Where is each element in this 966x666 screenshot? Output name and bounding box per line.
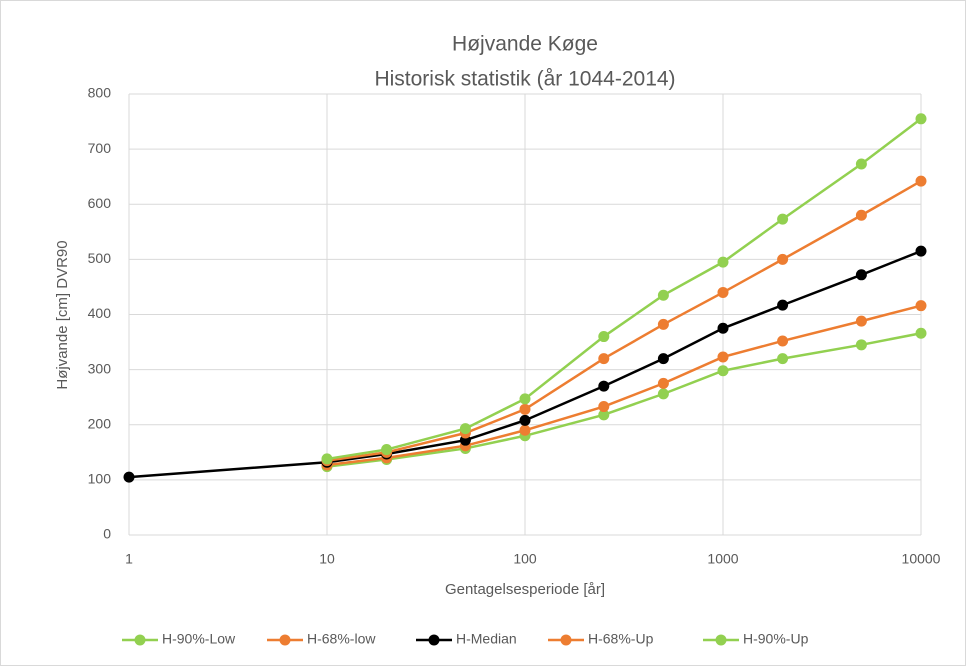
data-point <box>657 388 669 400</box>
y-tick-label: 800 <box>88 85 112 101</box>
data-point <box>777 353 789 365</box>
legend-label: H-Median <box>456 631 517 647</box>
legend-marker <box>279 634 291 646</box>
legend-marker <box>560 634 572 646</box>
data-point <box>519 424 531 436</box>
data-point <box>598 353 610 365</box>
x-axis-title: Gentagelsesperiode [år] <box>445 581 605 598</box>
data-point <box>855 158 867 170</box>
y-tick-label: 400 <box>88 305 112 321</box>
y-tick-label: 500 <box>88 250 112 266</box>
y-tick-label: 300 <box>88 360 112 376</box>
data-point <box>915 327 927 339</box>
chart-title: Højvande Køge <box>452 33 598 56</box>
legend-label: H-68%-Up <box>588 631 654 647</box>
data-point <box>519 414 531 426</box>
data-point <box>459 423 471 435</box>
data-point <box>321 453 333 465</box>
data-point <box>717 365 729 377</box>
data-point <box>598 331 610 343</box>
x-tick-label: 1000 <box>707 551 738 567</box>
data-point <box>657 289 669 301</box>
legend-marker <box>428 634 440 646</box>
data-point <box>717 256 729 268</box>
data-point <box>717 351 729 363</box>
x-tick-label: 10000 <box>902 551 941 567</box>
series-line <box>326 332 922 468</box>
x-tick-label: 1 <box>125 551 133 567</box>
data-point <box>598 409 610 421</box>
data-point <box>915 245 927 257</box>
data-point <box>855 315 867 327</box>
data-point <box>717 322 729 334</box>
data-point <box>855 209 867 221</box>
data-point <box>598 401 610 413</box>
legend-label: H-90%-Up <box>743 631 809 647</box>
y-axis-title: Højvande [cm] DVR90 <box>54 240 71 389</box>
data-point <box>777 213 789 225</box>
y-tick-label: 0 <box>103 526 111 542</box>
data-point <box>855 269 867 281</box>
data-point <box>598 380 610 392</box>
x-tick-label: 10 <box>319 551 335 567</box>
data-point <box>915 175 927 187</box>
data-point <box>777 335 789 347</box>
data-point <box>855 339 867 351</box>
x-tick-label: 100 <box>513 551 537 567</box>
data-point <box>123 471 135 483</box>
y-tick-label: 100 <box>88 471 112 487</box>
series-line <box>326 304 922 467</box>
data-point <box>657 377 669 389</box>
legend-label: H-68%-low <box>307 631 376 647</box>
legend-marker <box>134 634 146 646</box>
data-point <box>915 300 927 312</box>
y-tick-label: 700 <box>88 140 112 156</box>
data-point <box>915 113 927 125</box>
data-point <box>519 403 531 415</box>
y-tick-label: 200 <box>88 415 112 431</box>
data-point <box>657 353 669 365</box>
data-point <box>717 286 729 298</box>
data-point <box>381 444 393 456</box>
chart-subtitle: Historisk statistik (år 1044-2014) <box>374 68 675 91</box>
data-point <box>519 393 531 405</box>
data-point <box>777 253 789 265</box>
data-point <box>777 299 789 311</box>
series-line <box>326 117 922 461</box>
data-point <box>657 318 669 330</box>
legend-marker <box>715 634 727 646</box>
y-tick-label: 600 <box>88 195 112 211</box>
series-line <box>326 180 922 462</box>
legend-label: H-90%-Low <box>162 631 236 647</box>
